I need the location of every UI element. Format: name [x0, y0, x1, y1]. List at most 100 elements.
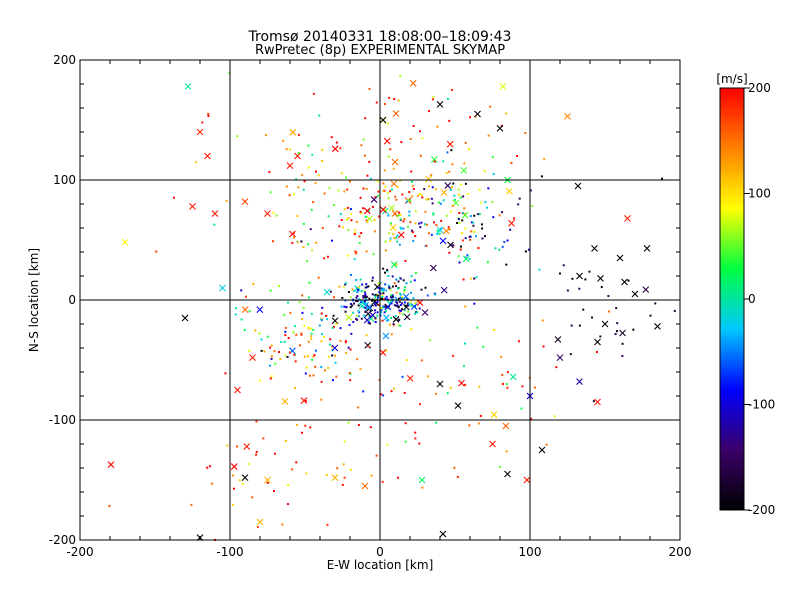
data-point-dot	[342, 285, 345, 288]
data-point-dot	[501, 382, 504, 385]
data-point-dot	[360, 144, 363, 147]
data-point-dot	[509, 228, 512, 231]
data-point-dot	[312, 329, 315, 332]
data-point-dot	[347, 421, 350, 424]
data-point-dot	[607, 295, 610, 298]
data-point-dot	[425, 244, 428, 247]
data-point-x	[392, 110, 400, 117]
data-point-x	[379, 116, 387, 124]
data-point-dot	[398, 297, 401, 300]
data-point-dot	[269, 289, 272, 292]
data-point-x	[538, 446, 546, 454]
data-point-dot	[396, 240, 399, 243]
data-point-dot	[438, 232, 441, 235]
data-point-dot	[320, 366, 323, 369]
data-point-x	[391, 210, 399, 217]
data-point-dot	[226, 444, 229, 447]
data-point-dot	[307, 296, 310, 299]
data-point-x	[446, 140, 454, 148]
data-point-x	[421, 309, 429, 316]
data-point-dot	[300, 332, 303, 335]
data-point-dot	[371, 299, 374, 302]
data-point-dot	[310, 332, 313, 335]
data-point-dot	[325, 314, 328, 317]
data-point-dot	[383, 189, 386, 192]
data-point-dot	[393, 236, 396, 239]
data-point-dot	[506, 386, 509, 389]
data-point-dot	[380, 306, 383, 309]
data-point-dot	[338, 225, 341, 228]
data-point-dot	[302, 246, 305, 249]
data-point-dot	[399, 277, 402, 280]
data-point-dot	[225, 199, 228, 202]
data-point-dot	[378, 291, 381, 294]
x-tick-label: 200	[669, 545, 692, 559]
data-point-dot	[501, 373, 504, 376]
data-point-dot	[347, 216, 350, 219]
data-point-dot	[468, 235, 471, 238]
data-point-dot	[516, 154, 519, 157]
data-point-dot	[408, 191, 411, 194]
data-point-dot	[461, 232, 464, 235]
data-point-dot	[351, 304, 354, 307]
data-point-dot	[270, 357, 273, 360]
data-point-dot	[329, 290, 332, 293]
data-point-dot	[291, 241, 294, 244]
data-point-dot	[391, 285, 394, 288]
data-point-dot	[447, 97, 450, 100]
data-point-dot	[405, 282, 408, 285]
data-point-dot	[236, 135, 239, 138]
data-point-dot	[402, 279, 405, 282]
data-point-dot	[447, 226, 450, 229]
data-point-dot	[303, 180, 306, 183]
data-point-dot	[374, 321, 377, 324]
data-point-dot	[360, 290, 363, 293]
data-point-x	[439, 237, 447, 245]
data-point-dot	[453, 194, 456, 197]
data-point-x	[363, 207, 371, 215]
data-point-dot	[453, 466, 456, 469]
data-point-dot	[354, 300, 357, 303]
data-point-dot	[448, 228, 451, 231]
data-point-dot	[387, 300, 390, 303]
data-point-dot	[364, 296, 367, 299]
data-point-dot	[244, 295, 247, 298]
data-point-dot	[350, 302, 353, 305]
data-point-dot	[419, 154, 422, 157]
data-point-dot	[503, 241, 506, 244]
data-point-dot	[397, 318, 400, 321]
data-point-dot	[481, 237, 484, 240]
data-point-dot	[480, 223, 483, 226]
data-point-dot	[389, 323, 392, 326]
data-point-dot	[533, 386, 536, 389]
data-point-dot	[359, 196, 362, 199]
data-point-dot	[370, 474, 373, 477]
data-point-dot	[414, 437, 417, 440]
data-point-dot	[273, 452, 276, 455]
data-point-dot	[452, 182, 455, 185]
data-point-dot	[362, 138, 365, 141]
data-point-dot	[391, 300, 394, 303]
data-point-dot	[469, 235, 472, 238]
data-point-dot	[408, 214, 411, 217]
data-point-dot	[379, 292, 382, 295]
data-point-dot	[408, 210, 411, 213]
data-point-dot	[350, 332, 353, 335]
data-point-dot	[357, 406, 360, 409]
data-point-dot	[400, 141, 403, 144]
data-point-dot	[309, 327, 312, 330]
data-point-dot	[431, 98, 434, 101]
data-point-dot	[228, 72, 231, 75]
data-point-x	[462, 255, 470, 263]
data-point-dot	[342, 226, 345, 229]
data-point-dot	[337, 189, 340, 192]
data-point-dot	[484, 201, 487, 204]
data-point-dot	[208, 465, 211, 468]
data-point-x	[361, 482, 369, 490]
data-point-dot	[309, 228, 312, 231]
data-point-x	[654, 323, 661, 330]
data-point-dot	[506, 239, 509, 242]
data-point-dot	[458, 211, 461, 214]
data-point-dot	[436, 125, 439, 128]
data-point-dot	[451, 244, 454, 247]
